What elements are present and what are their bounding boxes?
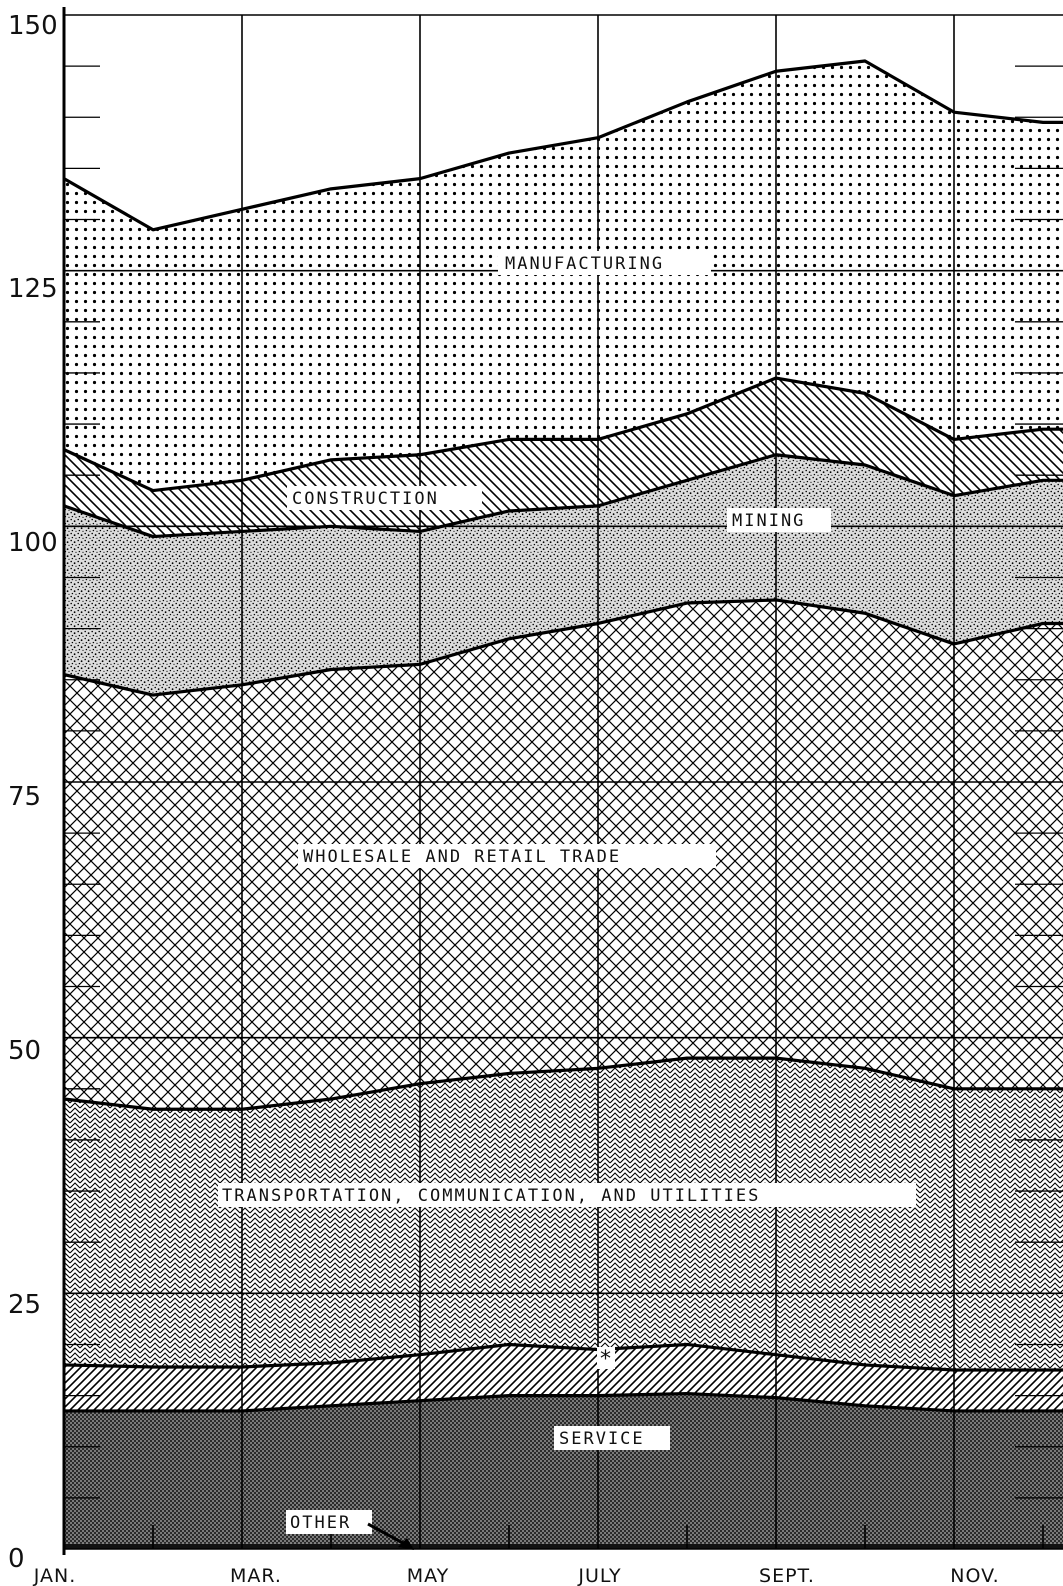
series-label-mining: MINING xyxy=(732,511,805,531)
x-tick-label-may: MAY xyxy=(407,1565,450,1586)
x-tick-label-sept: SEPT. xyxy=(759,1565,815,1586)
x-tick-label-nov: NOV. xyxy=(950,1565,999,1586)
y-tick-label-125: 125 xyxy=(8,274,58,304)
series-boundary-lines xyxy=(63,59,1063,1413)
other-pointer-arrowhead xyxy=(398,1538,414,1550)
boundary-line-construction xyxy=(63,376,1063,493)
boundary-line-manufacturing xyxy=(63,59,1063,232)
area-band-unlabeled xyxy=(64,1344,1063,1411)
label-box-mining xyxy=(727,508,831,532)
x-axis: JAN. MAR. MAY JULY SEPT. NOV. xyxy=(33,1565,999,1586)
label-box-construction xyxy=(287,486,482,510)
area-bands xyxy=(64,61,1063,1549)
series-labels: MANUFACTURING CONSTRUCTION MINING WHOLES… xyxy=(218,251,916,1550)
series-label-service: SERVICE xyxy=(559,1429,645,1449)
y-tick-label-25: 25 xyxy=(8,1290,41,1320)
x-tick-label-jan: JAN. xyxy=(33,1565,77,1586)
label-box-trade xyxy=(298,844,716,868)
y-axis: 0 25 50 75 100 125 150 xyxy=(8,11,58,1574)
boundary-line-service xyxy=(64,1391,1063,1413)
asterisk-backing xyxy=(597,1347,615,1369)
y-tick-label-100: 100 xyxy=(8,528,58,558)
y-tick-label-0: 0 xyxy=(8,1544,25,1574)
area-band-service xyxy=(64,1393,1063,1544)
label-box-service xyxy=(554,1426,670,1450)
boundary-line-trade xyxy=(63,598,1063,697)
y-tick-label-75: 75 xyxy=(8,782,41,812)
area-band-other xyxy=(64,1543,1063,1549)
area-band-transportation xyxy=(64,1058,1063,1371)
label-box-manufacturing xyxy=(498,251,711,275)
grid-lines xyxy=(62,7,1063,1555)
asterisk-annotation: * xyxy=(600,1347,611,1372)
y-tick-label-150: 150 xyxy=(8,11,58,41)
series-label-other: OTHER xyxy=(290,1513,351,1533)
y-tick-label-50: 50 xyxy=(8,1036,41,1066)
boundary-line-transportation xyxy=(63,1056,1063,1111)
series-label-manufacturing: MANUFACTURING xyxy=(505,254,664,274)
series-label-transportation: TRANSPORTATION, COMMUNICATION, AND UTILI… xyxy=(222,1186,760,1206)
boundary-line-mining xyxy=(63,453,1063,539)
x-tick-label-july: JULY xyxy=(577,1565,621,1586)
series-label-construction: CONSTRUCTION xyxy=(292,489,439,509)
label-box-other xyxy=(286,1510,372,1534)
series-label-trade: WHOLESALE AND RETAIL TRADE xyxy=(303,847,621,867)
x-tick-label-mar: MAR. xyxy=(230,1565,282,1586)
label-box-transportation xyxy=(218,1183,916,1207)
axis-ticks xyxy=(64,65,1063,1549)
